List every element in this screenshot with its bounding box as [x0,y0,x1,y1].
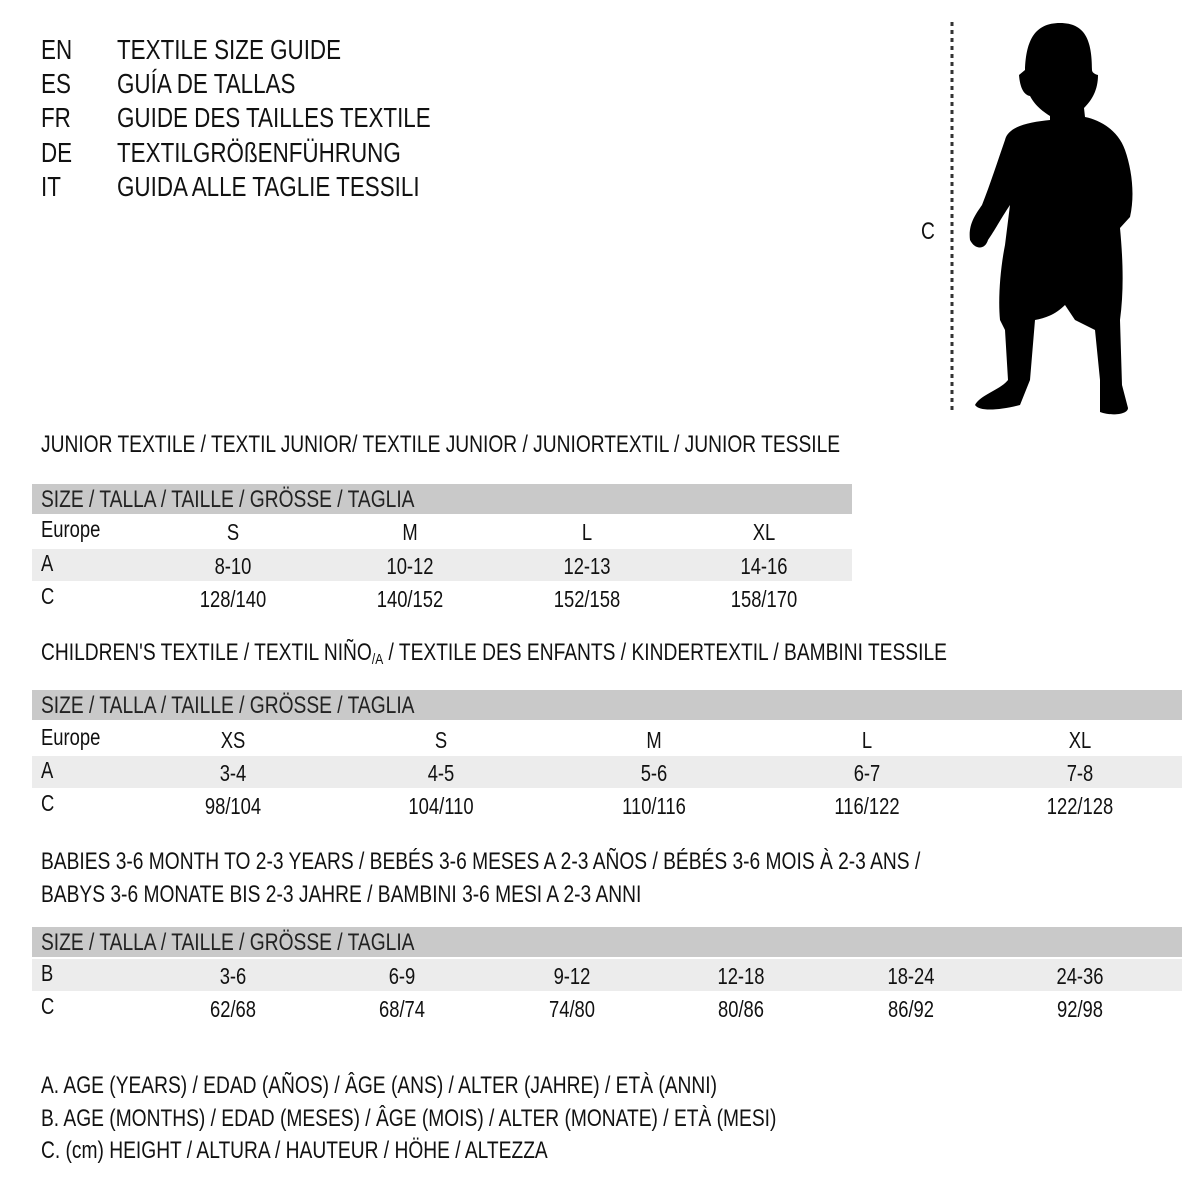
title-sub: /A [371,651,384,668]
title-rest: / TEXTILE DES ENFANTS / KINDERTEXTIL / B… [383,639,947,666]
size-cell: 122/128 [1046,793,1114,819]
size-header-band [32,927,1182,957]
language-title: TEXTILGRÖßENFÜHRUNG [117,137,401,168]
size-cell: 74/80 [548,996,596,1022]
size-header-band [32,484,852,514]
row-label: C [41,790,55,816]
size-cell: 7-8 [1066,760,1094,786]
language-title: TEXTILE SIZE GUIDE [117,34,342,65]
size-header-band [32,690,1182,720]
language-code: EN [41,34,73,65]
size-cell: 3-4 [219,760,247,786]
size-cell: 80/86 [717,996,765,1022]
size-cell: 8-10 [214,553,252,579]
size-cell: 86/92 [887,996,935,1022]
size-cell: 9-12 [553,963,591,989]
row-label: C [41,993,55,1019]
size-cell: L [861,727,873,753]
language-code: FR [41,102,71,133]
size-cell: 158/170 [730,586,798,612]
language-code: IT [41,171,61,202]
language-title: GUIDA ALLE TAGLIE TESSILI [117,171,420,202]
size-cell: 4-5 [427,760,455,786]
size-cell: 92/98 [1056,996,1104,1022]
size-cell: S [434,727,448,753]
size-header: SIZE / TALLA / TAILLE / GRÖSSE / TAGLIA [41,692,415,719]
alt-row-band [32,756,1182,788]
legend-line: A. AGE (YEARS) / EDAD (AÑOS) / ÂGE (ANS)… [41,1072,718,1099]
size-cell: 10-12 [386,553,434,579]
size-cell: 116/122 [834,793,900,819]
size-header: SIZE / TALLA / TAILLE / GRÖSSE / TAGLIA [41,486,415,513]
language-code: ES [41,68,71,99]
row-label: Europe [41,724,101,750]
section-title-children: CHILDREN'S TEXTILE / TEXTIL NIÑO/A / TEX… [41,639,947,668]
row-label: A [41,757,54,783]
size-cell: XL [752,519,776,545]
size-cell: 140/152 [376,586,444,612]
size-header: SIZE / TALLA / TAILLE / GRÖSSE / TAGLIA [41,929,415,956]
size-cell: XS [220,727,246,753]
measure-label: C [921,218,935,245]
size-cell: 110/116 [622,793,686,819]
size-cell: XL [1068,727,1092,753]
alt-row-band [32,959,1182,991]
language-title: GUIDE DES TAILLES TEXTILE [117,102,431,133]
size-cell: 104/110 [408,793,474,819]
size-cell: 24-36 [1056,963,1104,989]
size-cell: M [646,727,662,753]
size-cell: 6-9 [388,963,416,989]
size-cell: 128/140 [199,586,267,612]
alt-row-band [32,549,852,581]
section-title-babies: BABIES 3-6 MONTH TO 2-3 YEARS / BEBÉS 3-… [41,848,921,875]
size-cell: 68/74 [378,996,426,1022]
size-cell: 6-7 [853,760,881,786]
size-cell: 152/158 [553,586,621,612]
size-cell: 18-24 [887,963,935,989]
size-cell: 12-13 [563,553,611,579]
size-cell: 5-6 [640,760,668,786]
size-cell: 12-18 [717,963,765,989]
size-cell: 62/68 [209,996,257,1022]
language-code: DE [41,137,73,168]
size-cell: 98/104 [204,793,262,819]
size-cell: 14-16 [740,553,788,579]
section-title-junior: JUNIOR TEXTILE / TEXTIL JUNIOR/ TEXTILE … [41,431,841,458]
section-title-babies: BABYS 3-6 MONATE BIS 2-3 JAHRE / BAMBINI… [41,881,642,908]
size-cell: L [581,519,593,545]
size-cell: 3-6 [219,963,247,989]
language-title: GUÍA DE TALLAS [117,68,296,99]
size-cell: M [402,519,418,545]
row-label: C [41,583,55,609]
size-cell: S [226,519,240,545]
legend-line: B. AGE (MONTHS) / EDAD (MESES) / ÂGE (MO… [41,1105,777,1132]
row-label: Europe [41,516,101,542]
title-main: CHILDREN'S TEXTILE / TEXTIL NIÑO [41,639,372,666]
row-label: A [41,550,54,576]
row-label: B [41,960,54,986]
child-silhouette [969,23,1133,415]
legend-line: C. (cm) HEIGHT / ALTURA / HAUTEUR / HÖHE… [41,1137,548,1164]
